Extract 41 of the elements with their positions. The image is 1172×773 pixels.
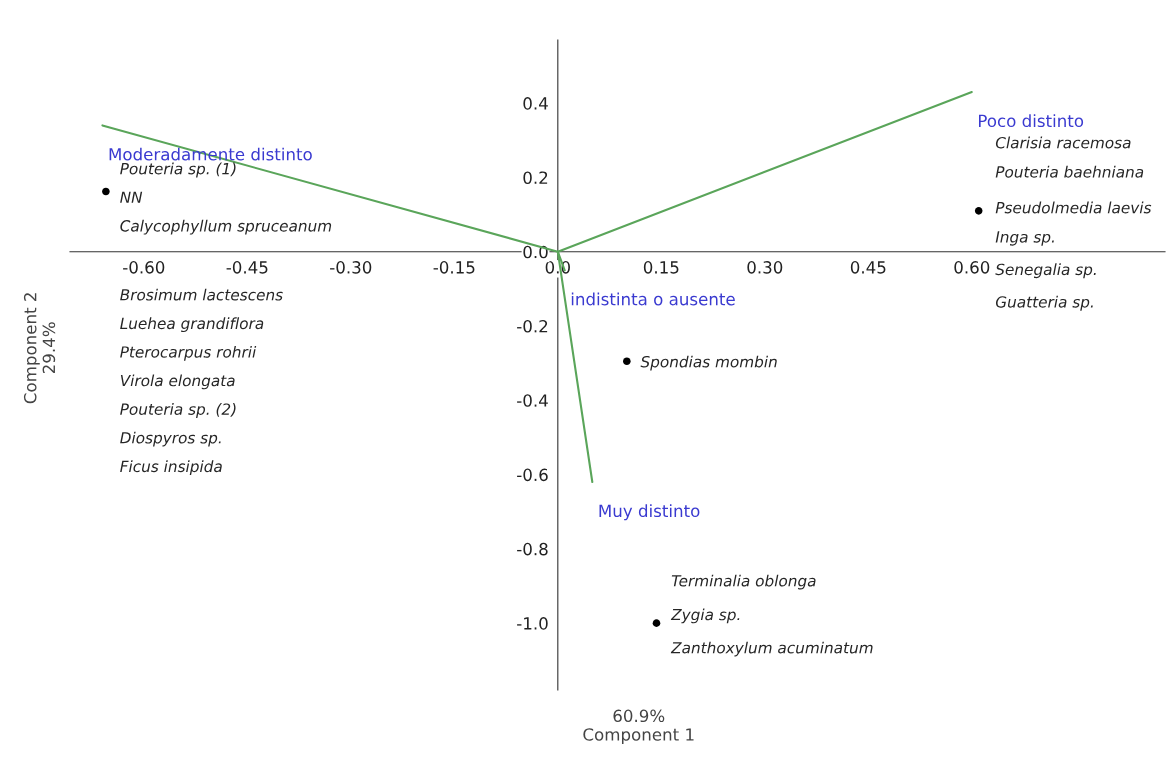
annotation: Pterocarpus rohrii: [120, 345, 257, 361]
annotation: Luehea grandiflora: [120, 317, 264, 333]
annotation: Zygia sp.: [670, 608, 740, 624]
annotation: Spondias mombin: [640, 355, 777, 371]
x-tick-label: -0.15: [433, 261, 475, 274]
y-axis-title: Component 2 29.4%: [23, 293, 56, 404]
x-tick-label: 0.15: [643, 261, 679, 274]
series-label: indistinta o ausente: [571, 292, 735, 306]
annotation: Zanthoxylum acuminatum: [670, 641, 873, 657]
annotation: Pouteria baehniana: [995, 165, 1144, 178]
annotation: Pseudolmedia laevis: [995, 201, 1152, 214]
annotation: Pouteria sp. (1): [120, 162, 236, 178]
x-tick-label: -0.30: [330, 261, 372, 274]
annotation: Brosimum lactescens: [120, 288, 283, 301]
annotation: Inga sp.: [995, 231, 1054, 246]
y-tick-label: 0.0: [523, 245, 548, 259]
annotation: Calycophyllum spruceanum: [120, 219, 332, 235]
annotation: Clarisia racemosa: [995, 136, 1131, 149]
annotation: Senegalia sp.: [995, 263, 1096, 279]
annotation: Virola elongata: [120, 374, 235, 390]
y-tick-label: -0.8: [517, 542, 548, 556]
y-tick-label: 0.4: [523, 97, 548, 110]
x-tick-label: 0.60: [954, 261, 990, 274]
x-tick-label: -0.45: [226, 261, 268, 274]
series-label: Poco distinto: [979, 114, 1084, 128]
annotation: Guatteria sp.: [995, 295, 1093, 311]
x-tick-label: 0.45: [850, 261, 886, 274]
annotation: Diospyros sp.: [120, 431, 221, 447]
x-tick-label: 0.30: [747, 261, 783, 274]
annotation: NN: [120, 191, 143, 203]
x-axis-title: 60.9% Component 1: [583, 709, 694, 745]
annotation: Ficus insipida: [120, 460, 222, 476]
y-tick-label: -0.6: [517, 468, 548, 482]
y-tick-label: -0.4: [517, 394, 548, 407]
x-tick-label: -0.60: [123, 261, 165, 274]
y-tick-label: 0.2: [523, 171, 548, 184]
series-label: Muy distinto: [599, 504, 700, 521]
y-tick-label: -0.2: [517, 319, 548, 333]
y-tick-label: -1.0: [517, 617, 548, 630]
annotation: Terminalia oblonga: [671, 574, 816, 590]
annotation: Pouteria sp. (2): [120, 403, 236, 418]
